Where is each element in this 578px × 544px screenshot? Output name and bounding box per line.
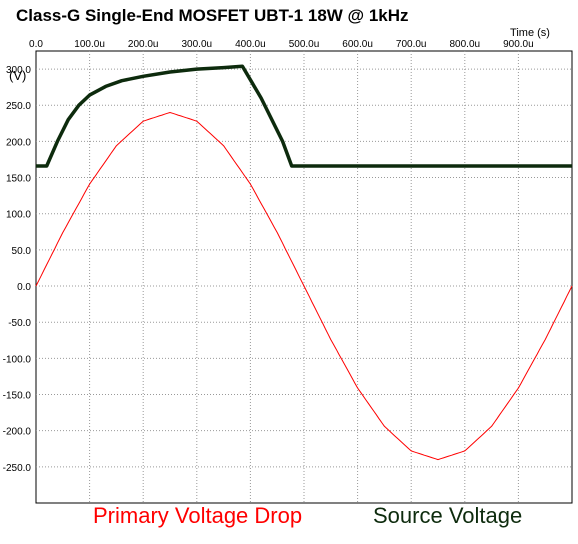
y-tick-label: -200.0 — [3, 427, 32, 438]
x-tick-label: 900.0u — [503, 39, 534, 50]
tick-labels: 0.0 100.0u 200.0u 300.0u 400.0u 500.0u 600.0u 7… — [3, 39, 534, 474]
grid-lines — [36, 51, 572, 503]
legend-source-voltage: Source Voltage — [373, 503, 523, 528]
x-tick-label: 500.0u — [289, 39, 320, 50]
y-tick-label: 150.0 — [6, 174, 31, 185]
y-tick-label: 0.0 — [17, 282, 31, 293]
legend-primary-voltage-drop: Primary Voltage Drop — [93, 503, 303, 528]
x-tick-label: 600.0u — [342, 39, 373, 50]
x-tick-label: 800.0u — [450, 39, 481, 50]
y-tick-label: -150.0 — [3, 391, 32, 402]
x-tick-label: 100.0u — [74, 39, 105, 50]
y-tick-label: 250.0 — [6, 101, 31, 112]
x-tick-label: 200.0u — [128, 39, 159, 50]
series-lines — [35, 64, 573, 461]
x-axis-label: Time (s) — [510, 27, 550, 39]
y-tick-label: 50.0 — [12, 246, 32, 257]
y-axis-label: (V) — [9, 68, 26, 83]
chart-title: Class-G Single-End MOSFET UBT-1 18W @ 1k… — [16, 6, 409, 25]
x-tick-label: 300.0u — [182, 39, 213, 50]
series-primary-voltage-drop — [35, 112, 573, 461]
y-tick-label: -50.0 — [8, 318, 31, 329]
x-tick-label: 400.0u — [235, 39, 266, 50]
series-source-voltage — [36, 64, 572, 168]
x-tick-label: 700.0u — [396, 39, 427, 50]
y-tick-label: -250.0 — [3, 463, 32, 474]
y-tick-label: -100.0 — [3, 354, 32, 365]
x-tick-label: 0.0 — [29, 39, 43, 50]
y-tick-label: 300.0 — [6, 65, 31, 76]
y-tick-label: 100.0 — [6, 210, 31, 221]
y-tick-label: 200.0 — [6, 137, 31, 148]
